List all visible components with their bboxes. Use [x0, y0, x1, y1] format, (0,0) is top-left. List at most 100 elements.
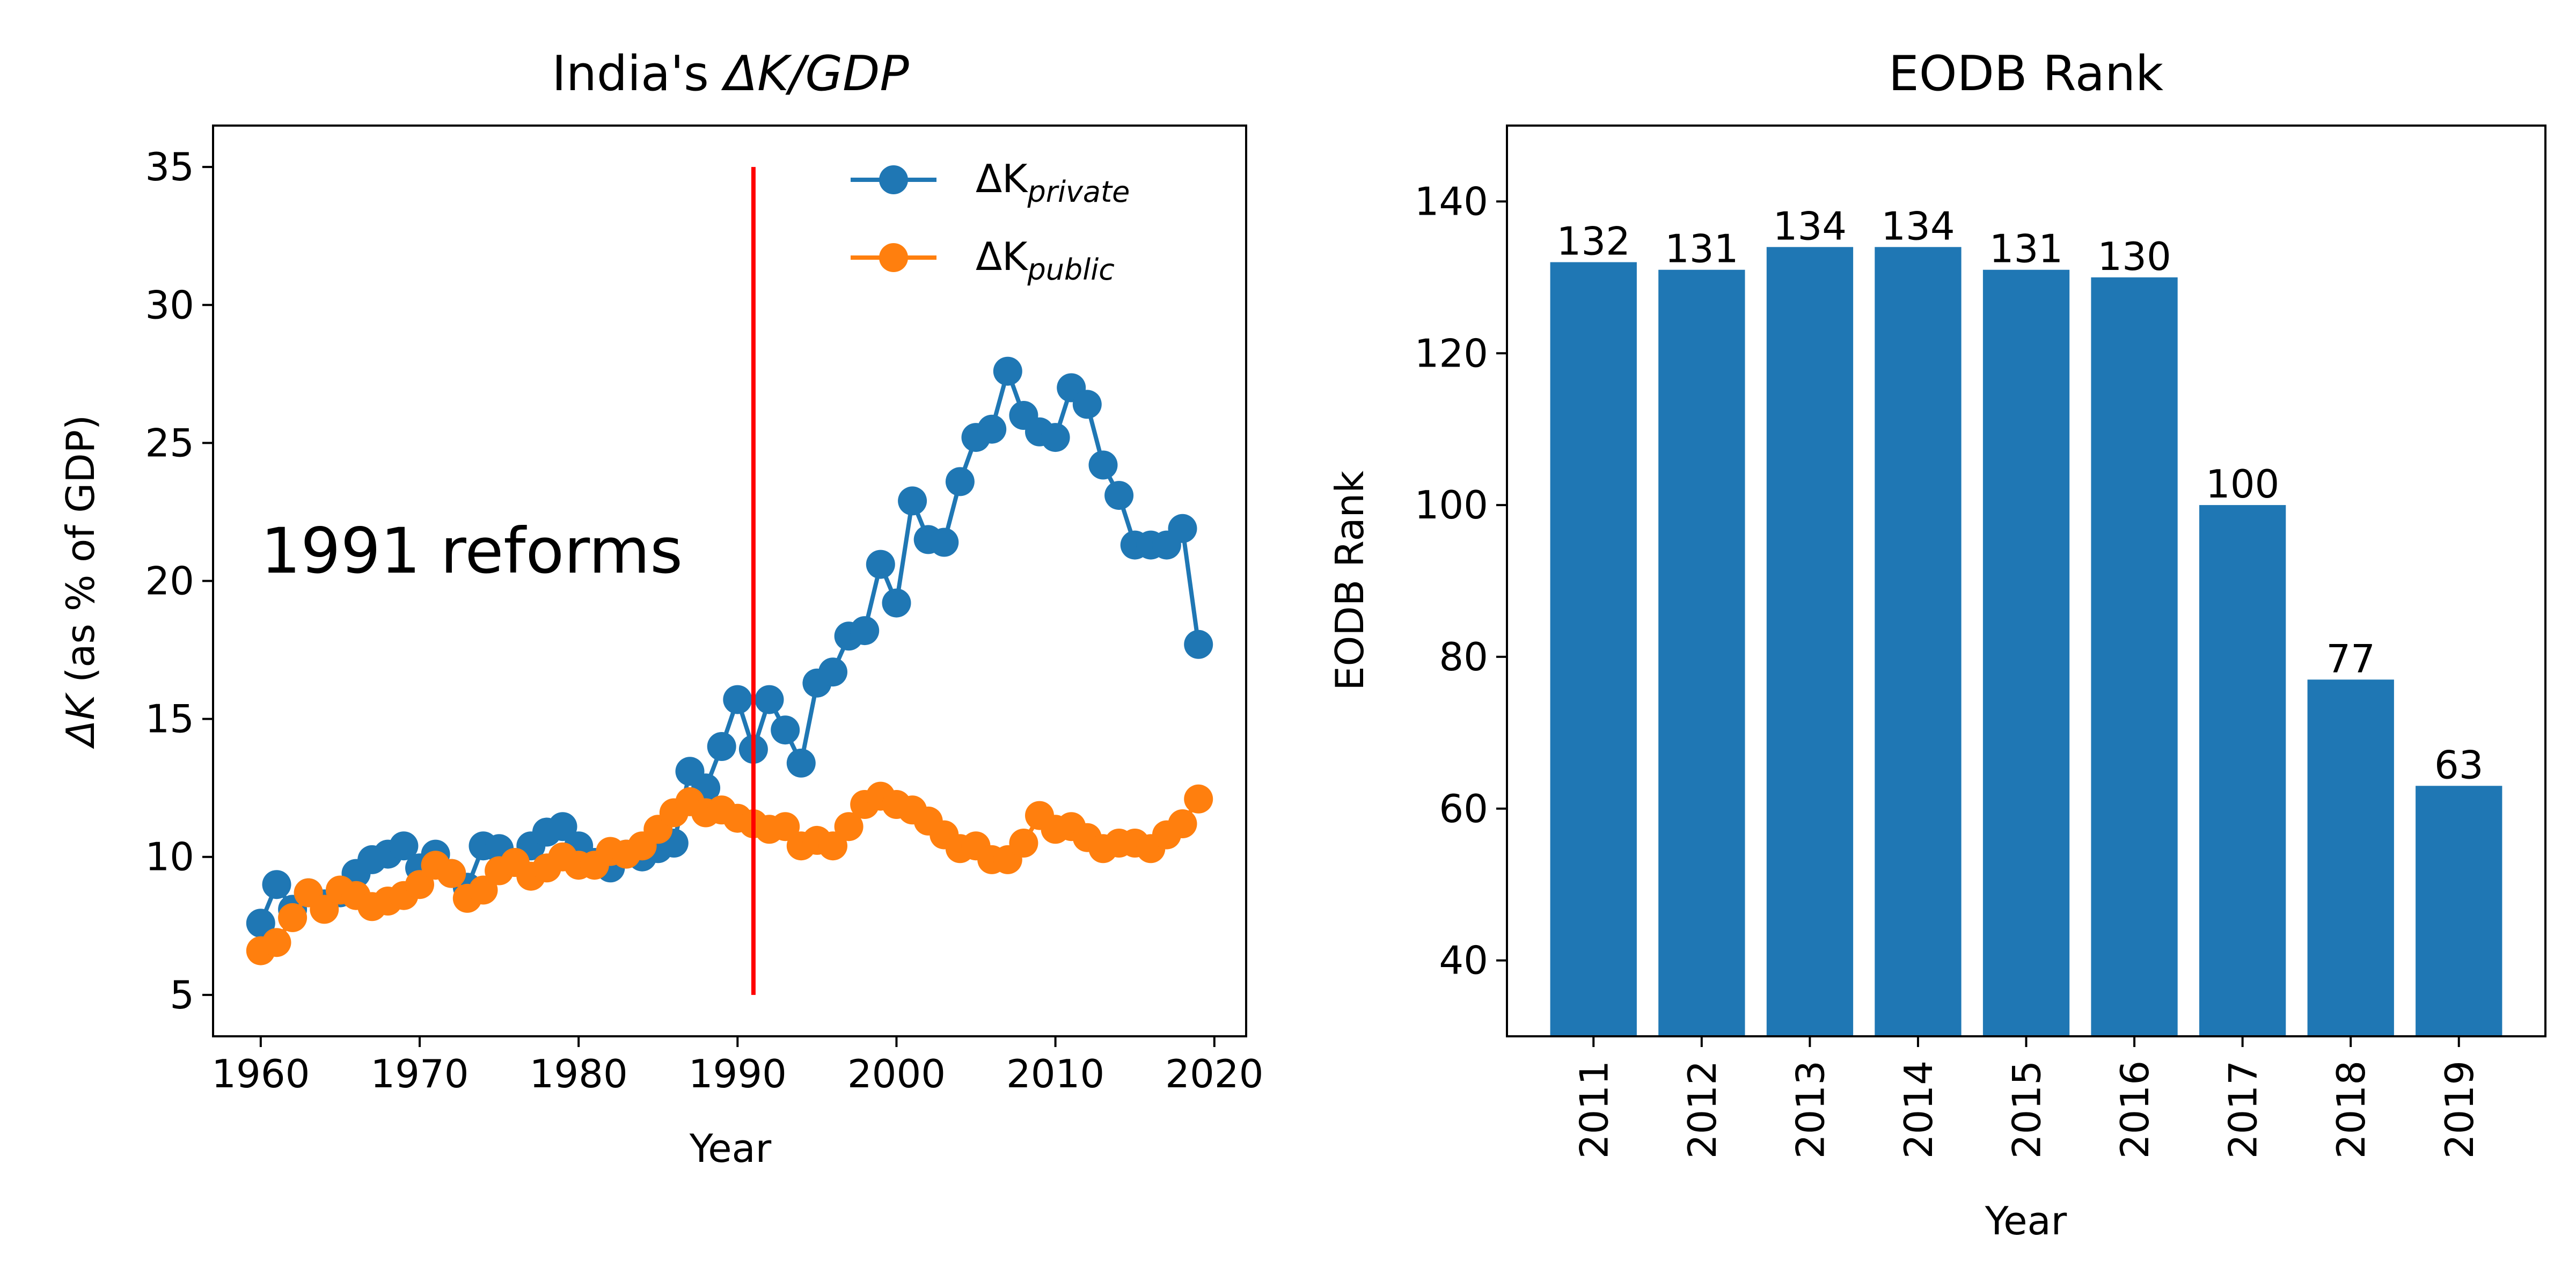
- right-x-tick-label-2013: 2013: [1788, 1060, 1833, 1159]
- bar-2014: [1875, 247, 1962, 1036]
- right-y-axis-label: EODB Rank: [1327, 471, 1372, 691]
- bar-2016: [2091, 277, 2178, 1036]
- point-public-2008: [1009, 829, 1038, 858]
- point-public-1961: [262, 928, 291, 957]
- bar-2015: [1982, 269, 2070, 1037]
- bar-2017: [2199, 505, 2286, 1036]
- bar-2012: [1658, 269, 1745, 1037]
- point-private-1961: [262, 870, 291, 899]
- legend-public-marker: [879, 243, 908, 272]
- bar-label-2017: 100: [2206, 462, 2279, 507]
- bar-label-2018: 77: [2326, 636, 2375, 681]
- point-private-2004: [945, 467, 975, 496]
- point-private-1993: [771, 715, 800, 745]
- right-x-axis-label: Year: [1985, 1198, 2067, 1243]
- point-public-2018: [1168, 809, 1197, 838]
- point-private-1999: [866, 550, 895, 579]
- point-private-1960: [246, 909, 275, 938]
- left-y-axis-label: ΔK (as % of GDP): [58, 415, 103, 749]
- left-y-label-math: ΔK: [58, 692, 103, 749]
- right-y-tick-label-40: 40: [1439, 938, 1488, 983]
- left-y-tick-label-15: 15: [145, 697, 194, 742]
- point-private-2014: [1104, 481, 1134, 510]
- legend-private-base: ΔK: [976, 156, 1028, 201]
- legend-private-label: ΔKprivate: [976, 156, 1130, 209]
- right-x-tick-label-2012: 2012: [1680, 1060, 1725, 1159]
- legend-private-sub: private: [1027, 175, 1130, 209]
- point-private-1990: [723, 685, 752, 714]
- point-public-1997: [834, 812, 863, 841]
- left-x-tick-label-1990: 1990: [689, 1051, 787, 1096]
- point-public-1996: [818, 831, 847, 861]
- right-y-tick-label-80: 80: [1439, 634, 1488, 679]
- right-x-tick-label-2019: 2019: [2437, 1060, 2482, 1159]
- point-private-1994: [786, 748, 816, 778]
- left-y-tick-label-30: 30: [145, 282, 194, 327]
- point-public-1974: [469, 875, 498, 905]
- left-y-tick-label-35: 35: [145, 144, 194, 189]
- left-y-tick-label-20: 20: [145, 559, 194, 604]
- point-public-1972: [437, 859, 466, 888]
- right-y-tick-label-100: 100: [1415, 482, 1488, 528]
- point-private-1992: [755, 685, 784, 714]
- legend-private-marker: [879, 165, 908, 194]
- reform-annotation: 1991 reforms: [261, 514, 683, 588]
- series-public: [246, 781, 1213, 965]
- right-x-tick-label-2018: 2018: [2329, 1060, 2374, 1159]
- point-private-2018: [1168, 514, 1197, 543]
- bar-label-2013: 134: [1773, 203, 1847, 248]
- right-plot-area: 132 131 134 134 131 130 100 77 63: [1550, 203, 2502, 1037]
- left-y-label-rest: (as % of GDP): [58, 415, 103, 695]
- point-private-2001: [898, 486, 927, 516]
- right-x-tick-label-2016: 2016: [2112, 1060, 2157, 1159]
- bar-label-2015: 131: [1989, 226, 2063, 272]
- legend-public-base: ΔK: [976, 234, 1028, 279]
- point-public-1964: [310, 895, 339, 924]
- point-public-1993: [771, 812, 800, 841]
- right-y-tick-label-120: 120: [1415, 331, 1488, 376]
- bar-label-2019: 63: [2434, 742, 2484, 787]
- right-chart-title: EODB Rank: [1889, 46, 2163, 102]
- point-private-1979: [548, 812, 577, 841]
- right-chart: EODB Rank 132 131 134 134 131 130 100 77 63 2011…: [1327, 46, 2546, 1243]
- right-x-tick-label-2015: 2015: [2004, 1060, 2050, 1159]
- left-x-tick-label-1960: 1960: [211, 1051, 310, 1096]
- left-x-tick-label-2000: 2000: [847, 1051, 946, 1096]
- point-public-1962: [278, 903, 308, 932]
- point-private-2006: [977, 414, 1007, 444]
- point-public-1970: [405, 870, 434, 899]
- bar-2018: [2307, 679, 2394, 1036]
- point-private-1996: [818, 657, 847, 687]
- point-private-2010: [1041, 423, 1070, 452]
- left-x-tick-label-2020: 2020: [1165, 1051, 1263, 1096]
- left-y-tick-label-25: 25: [145, 420, 194, 465]
- point-public-2019: [1184, 784, 1213, 814]
- left-x-axis-label: Year: [689, 1126, 772, 1171]
- left-chart-title: India's ΔK/GDP: [552, 46, 909, 102]
- left-x-tick-label-1980: 1980: [530, 1051, 628, 1096]
- right-y-tick-label-60: 60: [1439, 786, 1488, 831]
- left-chart: India's ΔK/GDP 1960 1970 1980 1990 2000 2010 2…: [58, 46, 1263, 1171]
- right-y-tick-label-140: 140: [1415, 179, 1488, 224]
- point-private-1998: [850, 616, 880, 646]
- bar-label-2012: 131: [1665, 226, 1738, 272]
- left-legend: ΔKprivate ΔKpublic: [851, 156, 1130, 287]
- legend-public-label: ΔKpublic: [976, 234, 1115, 287]
- point-private-1969: [389, 831, 419, 861]
- left-y-tick-label-5: 5: [170, 972, 194, 1018]
- right-x-tick-label-2017: 2017: [2221, 1060, 2266, 1159]
- point-private-2003: [930, 528, 959, 557]
- left-title-prefix: India's: [552, 46, 724, 102]
- left-title-math: ΔK/GDP: [721, 46, 909, 102]
- bar-2011: [1550, 262, 1637, 1036]
- left-x-tick-label-2010: 2010: [1006, 1051, 1104, 1096]
- legend-public-sub: public: [1027, 253, 1114, 287]
- right-y-ticks: 40 60 80 100 120 140: [1415, 179, 1507, 983]
- left-y-tick-label-10: 10: [145, 835, 194, 880]
- right-x-tick-label-2011: 2011: [1571, 1060, 1616, 1159]
- left-y-ticks: 5 10 15 20 25 30 35: [145, 144, 213, 1018]
- left-x-tick-label-1970: 1970: [370, 1051, 469, 1096]
- right-x-ticks: 2011 2012 2013 2014 2015 2016 2017 2018 2019: [1571, 1036, 2482, 1159]
- bar-2013: [1766, 247, 1854, 1036]
